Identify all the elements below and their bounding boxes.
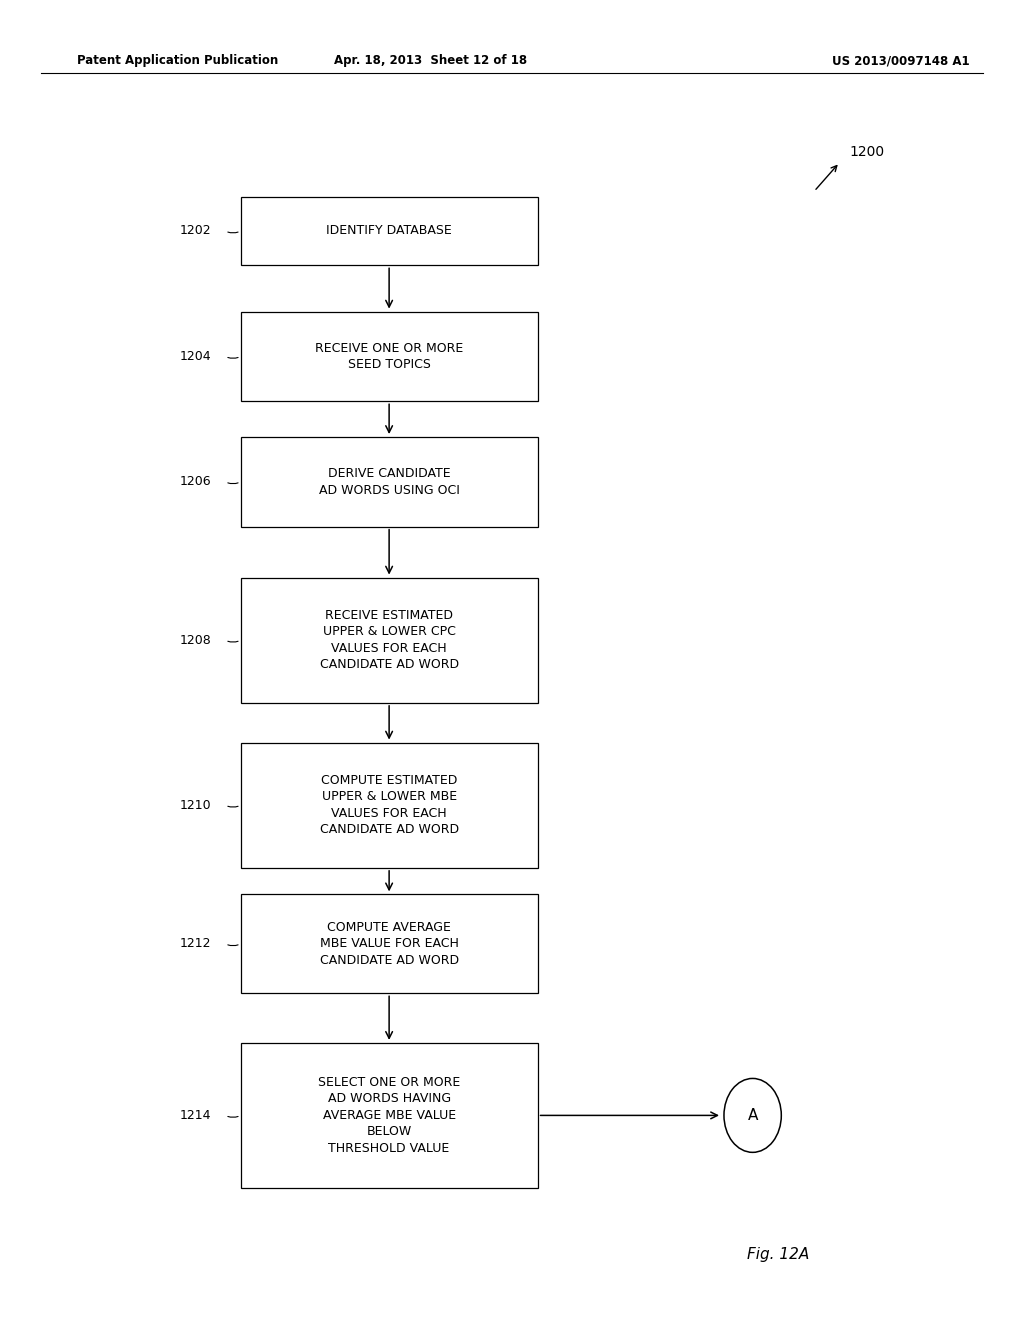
Text: COMPUTE ESTIMATED
UPPER & LOWER MBE
VALUES FOR EACH
CANDIDATE AD WORD: COMPUTE ESTIMATED UPPER & LOWER MBE VALU… [319, 774, 459, 837]
Text: SELECT ONE OR MORE
AD WORDS HAVING
AVERAGE MBE VALUE
BELOW
THRESHOLD VALUE: SELECT ONE OR MORE AD WORDS HAVING AVERA… [318, 1076, 460, 1155]
FancyBboxPatch shape [241, 895, 538, 993]
Text: Patent Application Publication: Patent Application Publication [77, 54, 279, 67]
Text: DERIVE CANDIDATE
AD WORDS USING OCI: DERIVE CANDIDATE AD WORDS USING OCI [318, 467, 460, 496]
Text: Fig. 12A: Fig. 12A [748, 1246, 809, 1262]
Text: COMPUTE AVERAGE
MBE VALUE FOR EACH
CANDIDATE AD WORD: COMPUTE AVERAGE MBE VALUE FOR EACH CANDI… [319, 921, 459, 966]
FancyBboxPatch shape [241, 578, 538, 702]
FancyBboxPatch shape [241, 1043, 538, 1188]
Text: Apr. 18, 2013  Sheet 12 of 18: Apr. 18, 2013 Sheet 12 of 18 [334, 54, 526, 67]
Text: 1200: 1200 [850, 145, 885, 158]
FancyBboxPatch shape [241, 742, 538, 869]
FancyBboxPatch shape [241, 197, 538, 265]
Text: 1210: 1210 [179, 799, 211, 812]
FancyBboxPatch shape [241, 437, 538, 527]
Text: IDENTIFY DATABASE: IDENTIFY DATABASE [327, 224, 452, 238]
Text: 1206: 1206 [179, 475, 211, 488]
Text: 1204: 1204 [179, 350, 211, 363]
Text: 1212: 1212 [179, 937, 211, 950]
Text: US 2013/0097148 A1: US 2013/0097148 A1 [833, 54, 970, 67]
Text: 1202: 1202 [179, 224, 211, 238]
Text: 1208: 1208 [179, 634, 211, 647]
FancyBboxPatch shape [241, 312, 538, 401]
Text: RECEIVE ONE OR MORE
SEED TOPICS: RECEIVE ONE OR MORE SEED TOPICS [315, 342, 463, 371]
Text: A: A [748, 1107, 758, 1123]
Text: 1214: 1214 [179, 1109, 211, 1122]
Text: RECEIVE ESTIMATED
UPPER & LOWER CPC
VALUES FOR EACH
CANDIDATE AD WORD: RECEIVE ESTIMATED UPPER & LOWER CPC VALU… [319, 609, 459, 672]
